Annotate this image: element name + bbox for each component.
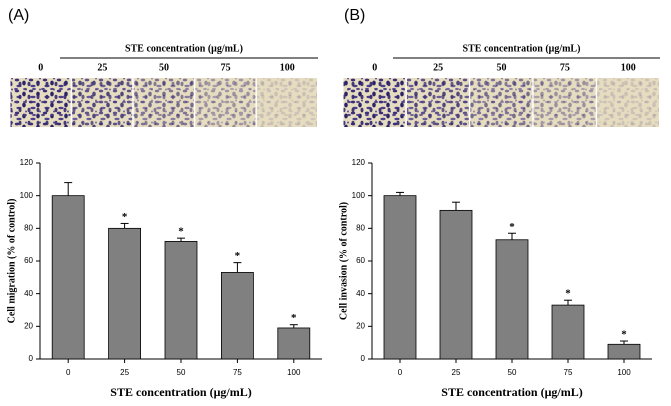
- y-tick-label: 80: [356, 223, 365, 232]
- image-header: STE concentration (μg/mL): [463, 43, 581, 54]
- micrograph-cells: [72, 78, 133, 127]
- bar: [383, 195, 417, 360]
- significance-marker: *: [291, 312, 297, 324]
- micrograph-cells: [406, 78, 469, 127]
- panel-label: (B): [344, 7, 365, 24]
- x-tick-label: 0: [398, 368, 403, 377]
- bar: [164, 240, 198, 360]
- image-header: STE concentration (μg/mL): [125, 43, 243, 54]
- image-label: 25: [433, 62, 443, 73]
- image-label: 0: [38, 62, 43, 73]
- significance-marker: *: [621, 329, 627, 341]
- y-tick-label: 40: [356, 289, 365, 298]
- y-tick-label: 0: [29, 354, 34, 363]
- bar: [551, 304, 585, 360]
- x-tick-label: 75: [564, 368, 573, 377]
- image-label: 75: [221, 62, 231, 73]
- y-tick-label: 20: [24, 321, 33, 330]
- y-tick-label: 0: [361, 354, 366, 363]
- y-tick-label: 60: [24, 256, 33, 265]
- bar: [108, 227, 141, 360]
- image-label: 75: [560, 62, 570, 73]
- micrograph-cells: [10, 78, 71, 127]
- significance-marker: *: [178, 226, 184, 238]
- micrograph-cells: [195, 78, 256, 127]
- x-tick-label: 75: [233, 368, 242, 377]
- x-tick-label: 100: [617, 368, 631, 377]
- image-label: 50: [497, 62, 507, 73]
- significance-marker: *: [235, 250, 241, 262]
- y-tick-label: 80: [24, 223, 33, 232]
- panel-label: (A): [8, 7, 29, 24]
- micrograph-cells: [343, 78, 406, 127]
- bar: [220, 272, 254, 360]
- y-tick-label: 100: [352, 191, 366, 200]
- bar: [495, 239, 529, 360]
- micrograph-cells: [133, 78, 194, 127]
- x-tick-label: 25: [452, 368, 461, 377]
- y-tick-label: 120: [352, 158, 366, 167]
- significance-marker: *: [509, 221, 515, 233]
- micrograph-cells: [256, 78, 317, 127]
- image-label: 100: [280, 62, 295, 73]
- significance-marker: *: [565, 288, 571, 300]
- bar: [277, 327, 311, 360]
- x-tick-label: 100: [287, 368, 301, 377]
- x-tick-label: 50: [508, 368, 517, 377]
- y-axis-title: Cell migration (% of control): [6, 199, 17, 324]
- x-tick-label: 0: [66, 368, 71, 377]
- bar: [439, 209, 473, 360]
- x-axis-title: STE concentration (μg/mL): [110, 385, 251, 399]
- significance-marker: *: [122, 211, 128, 223]
- image-label: 50: [159, 62, 169, 73]
- image-label: 0: [372, 62, 377, 73]
- bar: [607, 343, 641, 360]
- image-label: 100: [621, 62, 636, 73]
- x-tick-label: 25: [120, 368, 129, 377]
- y-tick-label: 120: [20, 158, 34, 167]
- bar: [51, 195, 85, 360]
- x-tick-label: 50: [177, 368, 186, 377]
- y-tick-label: 40: [24, 289, 33, 298]
- micrograph-cells: [470, 78, 533, 127]
- y-tick-label: 60: [356, 256, 365, 265]
- micrograph-cells: [533, 78, 596, 127]
- y-tick-label: 100: [20, 191, 34, 200]
- y-axis-title: Cell invasion (% of control): [338, 202, 349, 320]
- micrograph-cells: [597, 78, 659, 127]
- x-axis-title: STE concentration (μg/mL): [441, 385, 582, 399]
- y-tick-label: 20: [356, 321, 365, 330]
- image-label: 25: [97, 62, 107, 73]
